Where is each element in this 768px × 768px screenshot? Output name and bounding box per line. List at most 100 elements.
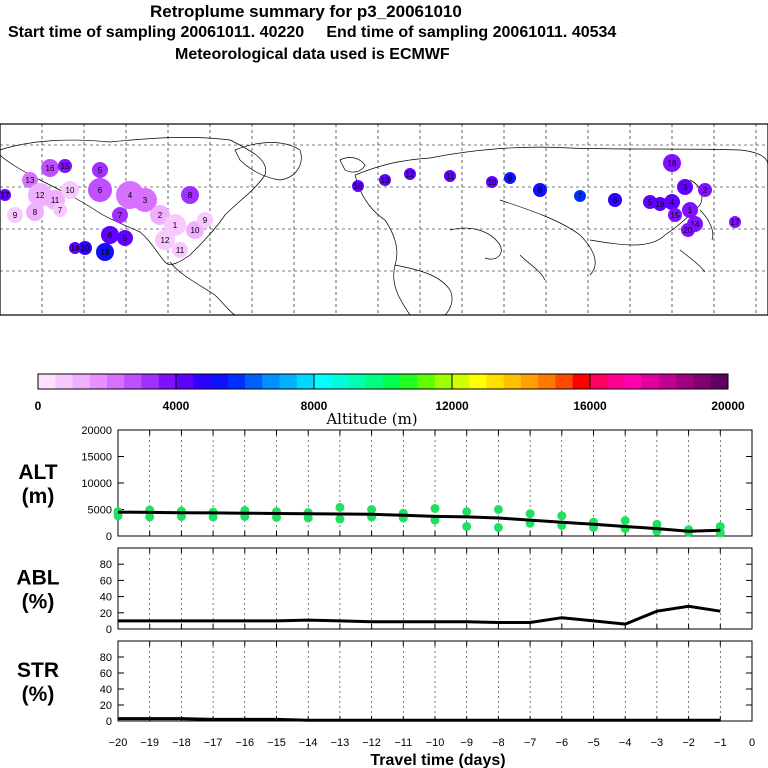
svg-text:16: 16 bbox=[46, 164, 55, 173]
panel-label: STR bbox=[17, 659, 59, 682]
y-tick-label: 0 bbox=[106, 531, 112, 543]
colorbar-label: Altitude (m) bbox=[325, 410, 417, 428]
panel-1: 0 5000 10000 15000 20000 ALT(m) bbox=[18, 425, 753, 543]
x-tick-label: −7 bbox=[524, 737, 537, 749]
altitude-sample-point bbox=[430, 503, 440, 513]
svg-text:8: 8 bbox=[33, 208, 38, 217]
trajectory-marker: 10 bbox=[61, 181, 79, 199]
y-tick-label: 40 bbox=[100, 684, 112, 696]
trajectory-marker: 13 bbox=[22, 172, 38, 188]
panel-label: ALT bbox=[18, 461, 57, 484]
colorbar-tick-label: 20000 bbox=[711, 399, 745, 413]
svg-text:6: 6 bbox=[108, 231, 113, 240]
colorbar-cell bbox=[331, 374, 349, 389]
trajectory-marker: 2 bbox=[150, 205, 170, 225]
trajectory-marker: 11 bbox=[172, 242, 188, 258]
svg-text:12: 12 bbox=[161, 236, 170, 245]
trajectory-marker: 12 bbox=[155, 230, 175, 250]
colorbar-tick-label: 16000 bbox=[573, 399, 607, 413]
x-tick-label: −18 bbox=[172, 737, 191, 749]
svg-text:19: 19 bbox=[101, 248, 110, 257]
colorbar-cell bbox=[55, 374, 73, 389]
trajectory-marker: 3 bbox=[677, 179, 693, 195]
trajectory-marker: 7 bbox=[112, 207, 128, 223]
colorbar-cell bbox=[89, 374, 108, 389]
colorbar-cell bbox=[383, 374, 401, 389]
svg-text:5: 5 bbox=[123, 234, 128, 243]
colorbar-cell bbox=[503, 374, 522, 389]
svg-text:15: 15 bbox=[671, 211, 680, 220]
colorbar-cell bbox=[176, 374, 194, 389]
trajectory-marker: 4 bbox=[664, 194, 680, 210]
y-tick-label: 15000 bbox=[81, 452, 112, 464]
trajectory-marker: 8 bbox=[533, 183, 547, 197]
colorbar-cell bbox=[279, 374, 298, 389]
colorbar-cells bbox=[38, 374, 729, 389]
svg-text:3: 3 bbox=[683, 183, 688, 192]
altitude-sample-point bbox=[367, 505, 377, 514]
y-tick-label: 60 bbox=[100, 575, 112, 587]
trajectory-marker: 9 bbox=[504, 172, 516, 184]
panel-2: 0 20 40 60 80 ABL(%) bbox=[16, 547, 753, 636]
trajectory-marker: 20 bbox=[681, 223, 695, 237]
svg-text:1: 1 bbox=[688, 206, 693, 215]
trajectory-marker: 10 bbox=[486, 176, 498, 188]
y-tick-label: 20 bbox=[100, 700, 112, 712]
colorbar-cell bbox=[710, 374, 729, 389]
svg-text:7: 7 bbox=[578, 192, 583, 201]
svg-text:12: 12 bbox=[406, 170, 415, 179]
colorbar-cell bbox=[365, 374, 384, 389]
y-tick-label: 5000 bbox=[88, 505, 112, 517]
colorbar-cell bbox=[141, 374, 160, 389]
panel-label: ABL bbox=[16, 567, 59, 590]
svg-text:17: 17 bbox=[1, 191, 10, 200]
x-tick-label: −1 bbox=[714, 737, 727, 749]
panel-unit-label: (%) bbox=[22, 591, 55, 614]
trajectory-marker: 2 bbox=[698, 183, 712, 197]
colorbar-cell bbox=[538, 374, 556, 389]
svg-text:2: 2 bbox=[703, 186, 708, 195]
trajectory-marker: 8 bbox=[26, 203, 44, 221]
series-line-mean-altitude bbox=[117, 510, 721, 533]
x-tick-label: −9 bbox=[460, 737, 473, 749]
altitude-sample-point bbox=[493, 523, 503, 533]
trajectory-marker: 5 bbox=[117, 230, 133, 246]
met-data-line: Meteorological data used is ECMWF bbox=[175, 46, 450, 63]
altitude-sample-point bbox=[335, 514, 345, 524]
svg-text:7: 7 bbox=[118, 211, 123, 220]
colorbar-cell bbox=[158, 374, 177, 389]
svg-text:4: 4 bbox=[670, 198, 675, 207]
panel-unit-label: (m) bbox=[22, 485, 55, 508]
svg-text:17: 17 bbox=[731, 218, 740, 227]
sampling-times: Start time of sampling 20061011. 40220 E… bbox=[8, 24, 617, 41]
x-tick-label: −5 bbox=[587, 737, 600, 749]
trajectory-marker: 18 bbox=[663, 154, 681, 172]
altitude-sample-point bbox=[272, 512, 281, 522]
svg-text:10: 10 bbox=[488, 178, 497, 187]
colorbar-cell bbox=[590, 374, 608, 389]
svg-text:9: 9 bbox=[203, 216, 208, 225]
x-tick-label: −17 bbox=[204, 737, 223, 749]
svg-text:7: 7 bbox=[58, 206, 63, 215]
x-tick-label: −16 bbox=[235, 737, 254, 749]
colorbar-cell bbox=[296, 374, 315, 389]
colorbar-cell bbox=[434, 374, 453, 389]
series-line-ABL-fraction bbox=[118, 604, 721, 626]
colorbar-cell bbox=[348, 374, 367, 389]
colorbar-tick-label: 4000 bbox=[163, 399, 190, 413]
x-tick-label: −4 bbox=[619, 737, 632, 749]
altitude-sample-point bbox=[303, 513, 313, 523]
altitude-sample-point bbox=[557, 511, 567, 521]
colorbar-tick-label: 12000 bbox=[435, 399, 469, 413]
colorbar-cell bbox=[469, 374, 487, 389]
altitude-sample-point bbox=[145, 512, 155, 522]
svg-text:11: 11 bbox=[51, 196, 60, 205]
svg-text:12: 12 bbox=[36, 191, 45, 200]
svg-text:2: 2 bbox=[158, 211, 163, 220]
colorbar-cell bbox=[262, 374, 280, 389]
colorbar-cell bbox=[572, 374, 591, 389]
x-tick-label: 0 bbox=[749, 737, 755, 749]
svg-text:6: 6 bbox=[98, 186, 103, 195]
